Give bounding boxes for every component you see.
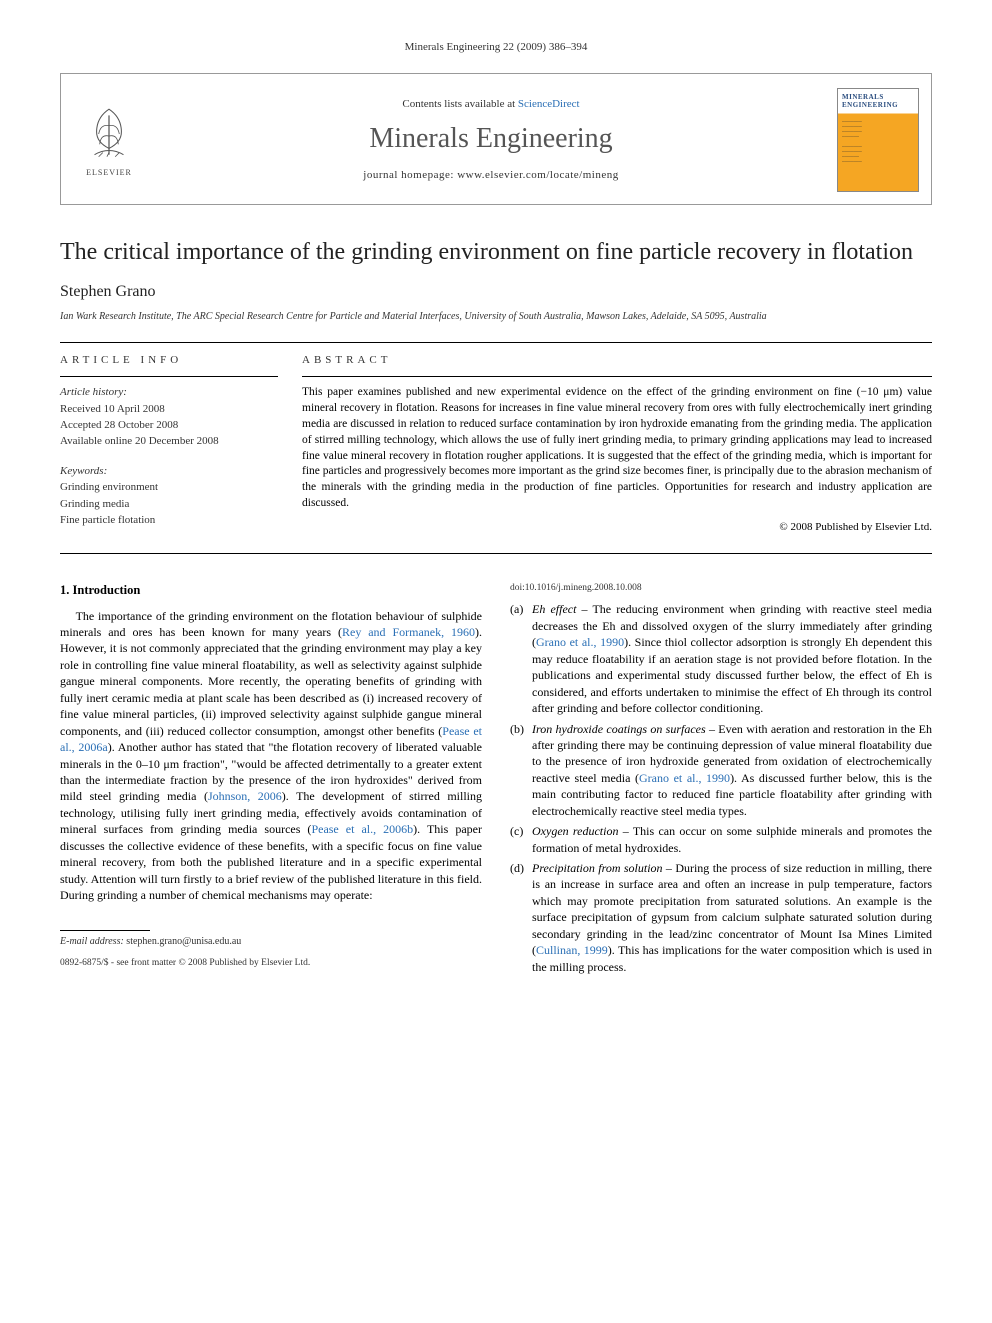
citation-link[interactable]: Grano et al., 1990 (639, 771, 730, 785)
cover-body-placeholder: ────────────────────────────────────────… (842, 119, 914, 164)
author-name: Stephen Grano (60, 281, 932, 303)
keyword: Grinding media (60, 497, 278, 512)
mechanism-label: (c) (510, 823, 532, 856)
citation-link[interactable]: Rey and Formanek, 1960 (342, 625, 475, 639)
intro-heading: 1. Introduction (60, 582, 482, 599)
mechanism-runin: Iron hydroxide coatings on surfaces (532, 722, 706, 736)
footnote-rule (60, 930, 150, 931)
publisher-name: ELSEVIER (86, 167, 132, 178)
article-title: The critical importance of the grinding … (60, 237, 932, 267)
mechanism-label: (d) (510, 860, 532, 975)
journal-homepage: journal homepage: www.elsevier.com/locat… (157, 168, 825, 183)
homepage-prefix: journal homepage: (363, 169, 457, 181)
mechanism-item-d: (d) Precipitation from solution – During… (510, 860, 932, 975)
abstract-label: ABSTRACT (302, 343, 932, 376)
journal-cover-thumbnail: MINERALS ENGINEERING ───────────────────… (837, 88, 919, 192)
mechanism-label: (b) (510, 721, 532, 820)
journal-title: Minerals Engineering (157, 119, 825, 158)
contents-line: Contents lists available at ScienceDirec… (157, 97, 825, 112)
contents-prefix: Contents lists available at (402, 98, 517, 110)
email-label: E-mail address: (60, 936, 124, 947)
citation-link[interactable]: Pease et al., 2006b (311, 822, 413, 836)
email-address[interactable]: stephen.grano@unisa.edu.au (126, 936, 241, 947)
keywords-heading: Keywords: (60, 464, 278, 479)
keyword: Grinding environment (60, 480, 278, 495)
intro-paragraph: The importance of the grinding environme… (60, 608, 482, 904)
history-online: Available online 20 December 2008 (60, 434, 278, 449)
mechanism-label: (a) (510, 601, 532, 716)
mechanism-runin: Eh effect (532, 602, 576, 616)
doi-line: doi:10.1016/j.mineng.2008.10.008 (510, 582, 932, 595)
journal-banner: ELSEVIER Contents lists available at Sci… (60, 73, 932, 205)
copyright-line: © 2008 Published by Elsevier Ltd. (302, 520, 932, 535)
keyword: Fine particle flotation (60, 513, 278, 528)
sciencedirect-link[interactable]: ScienceDirect (518, 98, 580, 110)
page-citation: Minerals Engineering 22 (2009) 386–394 (60, 40, 932, 55)
article-info-column: ARTICLE INFO Article history: Received 1… (60, 343, 278, 536)
mechanism-list: (a) Eh effect – The reducing environment… (510, 601, 932, 975)
divider (60, 553, 932, 554)
mechanism-item-a: (a) Eh effect – The reducing environment… (510, 601, 932, 716)
affiliation: Ian Wark Research Institute, The ARC Spe… (60, 310, 932, 324)
citation-link[interactable]: Johnson, 2006 (208, 789, 282, 803)
elsevier-logo: ELSEVIER (73, 100, 145, 180)
article-info-label: ARTICLE INFO (60, 343, 278, 376)
tree-icon (78, 103, 140, 165)
citation-link[interactable]: Cullinan, 1999 (536, 943, 608, 957)
body-columns: 1. Introduction The importance of the gr… (60, 582, 932, 975)
mechanism-item-b: (b) Iron hydroxide coatings on surfaces … (510, 721, 932, 820)
homepage-url[interactable]: www.elsevier.com/locate/mineng (457, 169, 619, 181)
mechanism-runin: Precipitation from solution (532, 861, 663, 875)
article-history: Article history: Received 10 April 2008 … (60, 377, 278, 450)
history-received: Received 10 April 2008 (60, 402, 278, 417)
mechanism-runin: Oxygen reduction (532, 824, 618, 838)
abstract-column: ABSTRACT This paper examines published a… (302, 343, 932, 536)
corresponding-email: E-mail address: stephen.grano@unisa.edu.… (60, 935, 482, 949)
cover-title: MINERALS ENGINEERING (842, 94, 914, 109)
history-heading: Article history: (60, 385, 278, 400)
keywords-block: Keywords: Grinding environment Grinding … (60, 464, 278, 529)
abstract-text: This paper examines published and new ex… (302, 377, 932, 512)
issn-line: 0892-6875/$ - see front matter © 2008 Pu… (60, 957, 482, 970)
history-accepted: Accepted 28 October 2008 (60, 418, 278, 433)
citation-link[interactable]: Grano et al., 1990 (536, 635, 624, 649)
mechanism-item-c: (c) Oxygen reduction – This can occur on… (510, 823, 932, 856)
